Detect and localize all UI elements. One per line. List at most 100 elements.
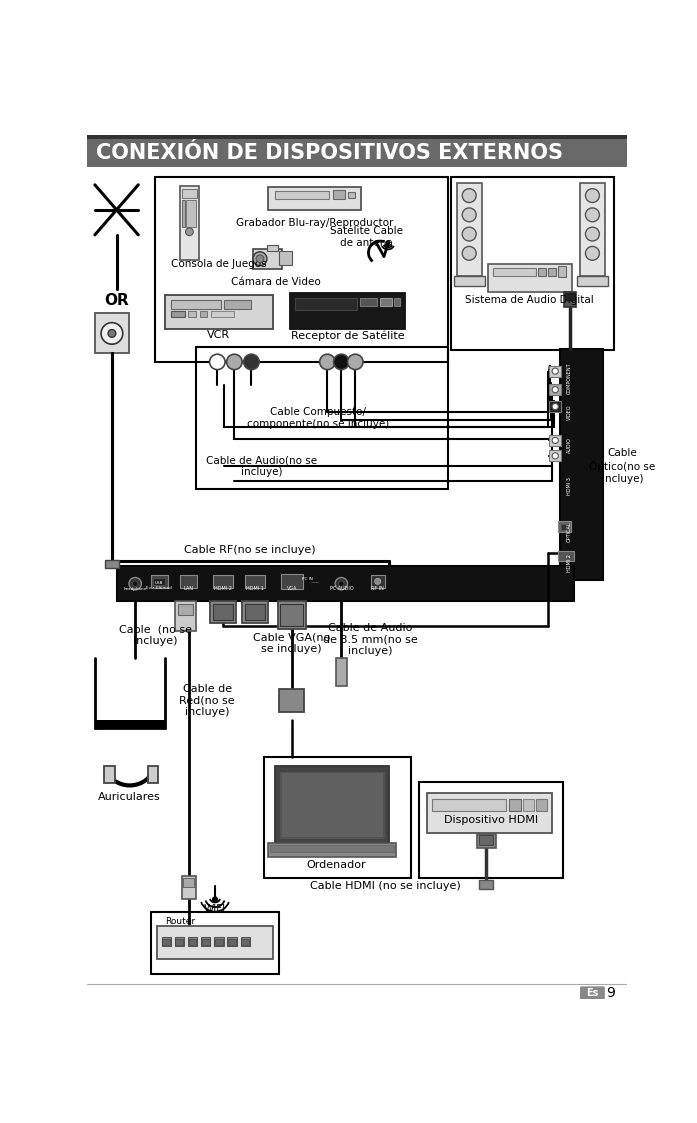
FancyBboxPatch shape (279, 770, 385, 839)
Text: Ordenador: Ordenador (307, 860, 367, 869)
FancyBboxPatch shape (175, 602, 197, 631)
FancyBboxPatch shape (564, 292, 576, 308)
FancyBboxPatch shape (178, 604, 193, 615)
FancyBboxPatch shape (279, 252, 292, 265)
Text: COMPONENT: COMPONENT (567, 363, 572, 394)
FancyBboxPatch shape (180, 575, 197, 587)
Circle shape (585, 189, 599, 202)
FancyBboxPatch shape (267, 245, 278, 252)
FancyBboxPatch shape (432, 798, 505, 811)
FancyBboxPatch shape (549, 384, 561, 395)
Text: HDMI 2: HDMI 2 (567, 554, 572, 572)
Text: USB
Ev • Eltimad: USB Ev • Eltimad (146, 582, 172, 590)
FancyBboxPatch shape (162, 939, 170, 944)
FancyBboxPatch shape (427, 793, 552, 833)
Circle shape (375, 578, 381, 584)
FancyBboxPatch shape (280, 604, 303, 626)
FancyBboxPatch shape (245, 575, 266, 587)
Circle shape (253, 252, 267, 266)
Text: Cable
Óptico(no se
incluye): Cable Óptico(no se incluye) (590, 448, 656, 484)
FancyBboxPatch shape (536, 798, 546, 811)
Text: Grabador Blu-ray/Reproductor: Grabador Blu-ray/Reproductor (236, 218, 394, 228)
FancyBboxPatch shape (210, 602, 236, 623)
FancyBboxPatch shape (538, 268, 546, 275)
Text: Cable VGA(no
se incluye): Cable VGA(no se incluye) (253, 632, 330, 654)
FancyBboxPatch shape (549, 435, 561, 446)
Circle shape (101, 322, 123, 345)
Circle shape (462, 208, 476, 221)
Text: Cable de Audio
de 3.5 mm(no se
incluye): Cable de Audio de 3.5 mm(no se incluye) (323, 622, 418, 656)
FancyBboxPatch shape (213, 575, 233, 587)
FancyBboxPatch shape (211, 311, 234, 318)
Circle shape (320, 354, 335, 369)
Circle shape (585, 208, 599, 221)
FancyBboxPatch shape (240, 937, 250, 947)
Text: Es: Es (586, 988, 599, 998)
FancyBboxPatch shape (242, 602, 268, 623)
Circle shape (552, 368, 558, 374)
Circle shape (213, 897, 217, 902)
Circle shape (585, 246, 599, 261)
Text: OPTICAL: OPTICAL (567, 522, 572, 542)
FancyBboxPatch shape (151, 575, 168, 587)
FancyBboxPatch shape (105, 559, 119, 567)
Text: ——: —— (312, 581, 320, 585)
FancyBboxPatch shape (270, 844, 394, 852)
FancyBboxPatch shape (493, 268, 536, 275)
Circle shape (256, 255, 264, 263)
FancyBboxPatch shape (279, 690, 304, 712)
Text: RF IN: RF IN (372, 586, 384, 591)
FancyBboxPatch shape (215, 939, 223, 944)
Text: LAN: LAN (183, 586, 194, 591)
Text: Auriculares: Auriculares (98, 792, 161, 802)
Text: AUDIO: AUDIO (567, 437, 572, 453)
Circle shape (108, 329, 116, 337)
Circle shape (185, 228, 193, 236)
FancyBboxPatch shape (214, 937, 224, 947)
FancyBboxPatch shape (213, 604, 233, 620)
Text: Dispositivo HDMI: Dispositivo HDMI (444, 815, 538, 825)
FancyBboxPatch shape (176, 939, 183, 944)
Text: Consola de Juegos: Consola de Juegos (171, 259, 267, 270)
Circle shape (334, 354, 349, 369)
FancyBboxPatch shape (558, 550, 574, 562)
FancyBboxPatch shape (394, 298, 400, 305)
FancyBboxPatch shape (182, 200, 185, 227)
Text: Cable RF(no se incluye): Cable RF(no se incluye) (184, 545, 316, 555)
FancyBboxPatch shape (188, 937, 197, 947)
Circle shape (339, 581, 344, 586)
FancyBboxPatch shape (199, 311, 207, 318)
Circle shape (244, 354, 259, 369)
FancyBboxPatch shape (577, 275, 608, 286)
FancyBboxPatch shape (380, 298, 392, 305)
FancyBboxPatch shape (558, 521, 571, 532)
FancyBboxPatch shape (360, 298, 377, 305)
Circle shape (552, 403, 558, 410)
FancyBboxPatch shape (201, 937, 210, 947)
Text: HDMI 2: HDMI 2 (214, 586, 231, 591)
FancyBboxPatch shape (565, 293, 574, 300)
Text: HDMI 3: HDMI 3 (567, 477, 572, 495)
Circle shape (227, 354, 242, 369)
FancyBboxPatch shape (348, 192, 355, 198)
FancyBboxPatch shape (245, 604, 266, 620)
FancyBboxPatch shape (253, 248, 282, 268)
Text: OR: OR (104, 293, 129, 308)
FancyBboxPatch shape (183, 878, 194, 887)
Text: WIFI: WIFI (204, 904, 226, 914)
Text: Cable HDMI (no se incluye): Cable HDMI (no se incluye) (310, 880, 461, 891)
FancyBboxPatch shape (558, 266, 566, 277)
FancyBboxPatch shape (560, 349, 604, 579)
Text: Cable de Audio(no se
incluye): Cable de Audio(no se incluye) (206, 455, 317, 476)
FancyBboxPatch shape (148, 766, 158, 783)
Text: Receptor de Satélite: Receptor de Satélite (291, 330, 404, 341)
FancyBboxPatch shape (549, 268, 556, 275)
Circle shape (552, 386, 558, 393)
FancyBboxPatch shape (162, 937, 171, 947)
Text: Cable de
Red(no se
incluye): Cable de Red(no se incluye) (179, 684, 235, 718)
FancyBboxPatch shape (171, 300, 221, 309)
Circle shape (348, 354, 363, 369)
FancyBboxPatch shape (171, 311, 185, 318)
FancyBboxPatch shape (202, 939, 210, 944)
FancyBboxPatch shape (153, 577, 165, 585)
